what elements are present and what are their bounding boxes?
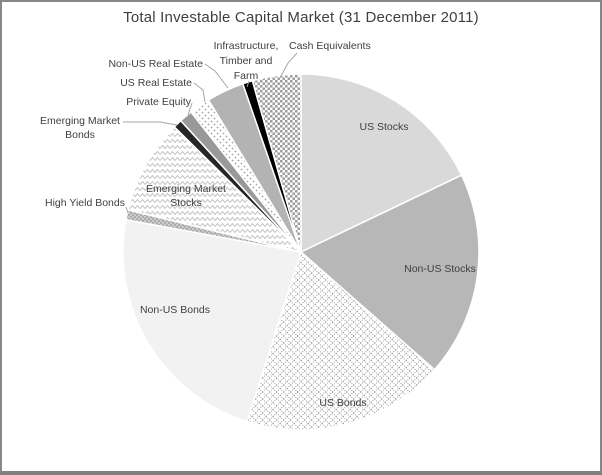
slice-label-non-us-bonds: Non-US Bonds	[139, 304, 211, 316]
slice-label-cash-equivalents: Cash Equivalents	[289, 40, 371, 52]
slice-label-us-stocks: US Stocks	[359, 121, 409, 133]
em-stocks-line-2: Stocks	[170, 197, 202, 209]
slice-label-us-real-estate: US Real Estate	[120, 77, 192, 89]
leader-line-high-yield-bonds	[125, 206, 129, 214]
slice-label-non-us-stocks: Non-US Stocks	[404, 263, 476, 275]
pie-slice-non-us-bonds	[122, 219, 302, 423]
pie-slice-us-stocks	[300, 73, 463, 253]
em-stocks-line-1: Emerging Market	[146, 183, 226, 195]
pie-slice-non-us-stocks	[300, 174, 480, 371]
leader-line-non-us-real-estate	[204, 63, 229, 89]
slice-label-non-us-real-estate: Non-US Real Estate	[108, 58, 203, 70]
chart-title: Total Investable Capital Market (31 Dece…	[123, 9, 479, 26]
infra-line-3: Farm	[233, 70, 259, 82]
slice-label-us-bonds: US Bonds	[319, 397, 367, 409]
leader-lines-group	[123, 52, 298, 214]
infra-line-2: Timber and	[219, 55, 273, 67]
infra-line-1: Infrastructure,	[213, 40, 279, 52]
leader-line-private-equity	[187, 102, 193, 116]
leader-line-us-real-estate	[193, 82, 206, 103]
pie-slices-group	[122, 73, 480, 431]
slice-label-high-yield-bonds: High Yield Bonds	[45, 197, 125, 209]
leader-line-cash-equivalents	[279, 52, 298, 79]
leader-line-emerging-market-bonds	[123, 121, 178, 126]
pie-slice-us-bonds	[246, 251, 436, 431]
leader-line-infrastructure	[246, 80, 250, 88]
slice-label-infrastructure-timber-farm: Infrastructure, Timber and Farm	[196, 39, 296, 84]
slice-label-emerging-market-bonds: Emerging Market Bonds	[30, 114, 130, 142]
em-bonds-line-1: Emerging Market	[40, 115, 120, 127]
em-bonds-line-2: Bonds	[65, 129, 95, 141]
pie-slice-cash-equivalents	[251, 73, 302, 253]
slice-label-private-equity: Private Equity	[126, 96, 191, 108]
slice-label-emerging-market-stocks: Emerging Market Stocks	[136, 182, 236, 210]
pie-slice-emerging-market-stocks	[127, 126, 302, 253]
